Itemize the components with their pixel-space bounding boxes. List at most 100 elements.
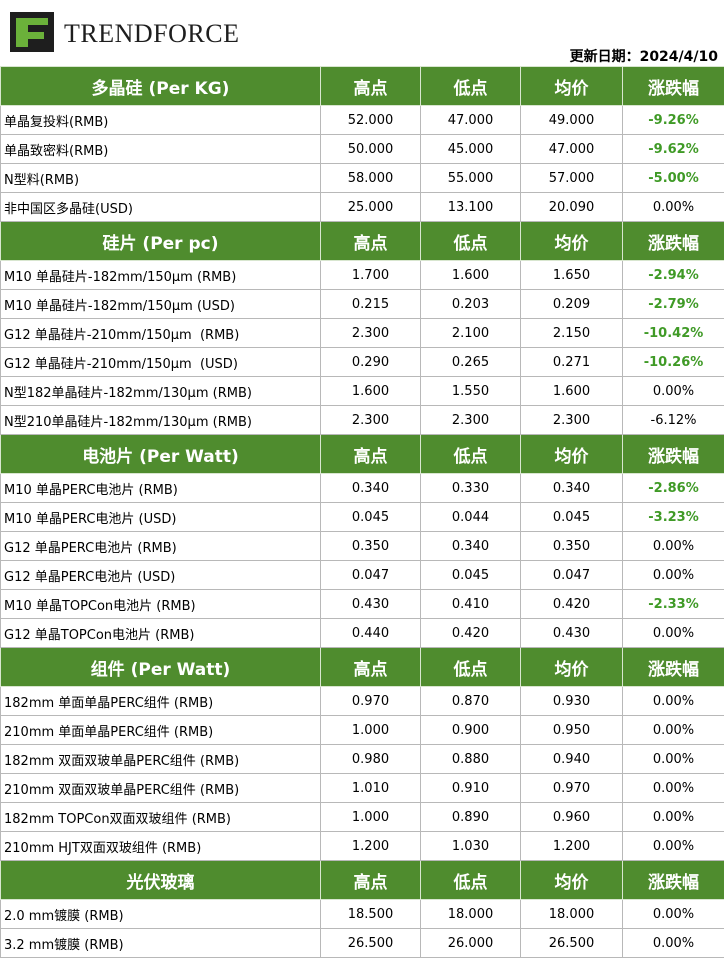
price-cell: 26.000 [420, 928, 521, 958]
item-name: M10 单晶PERC电池片 (RMB) [0, 473, 321, 503]
price-cell: 0.940 [520, 744, 623, 774]
section-header-row: 组件 (Per Watt) 高点 低点 均价 涨跌幅 [0, 647, 724, 687]
price-cell: -2.86% [622, 473, 724, 503]
item-name: 3.2 mm镀膜 (RMB) [0, 928, 321, 958]
price-cell: 0.00% [622, 686, 724, 716]
price-cell: 13.100 [420, 192, 521, 222]
price-cell: 1.010 [320, 773, 421, 803]
price-cell: 2.300 [420, 405, 521, 435]
data-row: M10 单晶硅片-182mm/150μm (RMB) 1.700 1.600 1.65… [0, 260, 724, 290]
item-name: M10 单晶PERC电池片 (USD) [0, 502, 321, 532]
item-name: 210mm 单面单晶PERC组件 (RMB) [0, 715, 321, 745]
data-row: G12 单晶TOPCon电池片 (RMB) 0.440 0.420 0.430 0.00… [0, 618, 724, 648]
price-cell: 0.350 [520, 531, 623, 561]
price-cell: 0.420 [520, 589, 623, 619]
price-cell: 0.330 [420, 473, 521, 503]
price-cell: 1.550 [420, 376, 521, 406]
price-cell: 1.650 [520, 260, 623, 290]
price-cell: 0.910 [420, 773, 521, 803]
price-cell: 2.300 [320, 318, 421, 348]
price-cell: 18.500 [320, 899, 421, 929]
price-cell: -2.79% [622, 289, 724, 319]
price-cell: 25.000 [320, 192, 421, 222]
data-row: G12 单晶硅片-210mm/150μm (RMB) 2.300 2.100 2.15… [0, 318, 724, 348]
item-name: G12 单晶TOPCon电池片 (RMB) [0, 618, 321, 648]
price-cell: 2.300 [520, 405, 623, 435]
price-cell: 0.930 [520, 686, 623, 716]
price-cell: 0.265 [420, 347, 521, 377]
data-row: 182mm TOPCon双面双玻组件 (RMB) 1.000 0.890 0.960 0… [0, 802, 724, 832]
header-cell: 多晶硅 (Per KG) [0, 66, 321, 106]
header-cell: 低点 [420, 434, 521, 474]
item-name: M10 单晶TOPCon电池片 (RMB) [0, 589, 321, 619]
item-name: G12 单晶硅片-210mm/150μm (RMB) [0, 318, 321, 348]
price-cell: 0.430 [320, 589, 421, 619]
price-cell: 55.000 [420, 163, 521, 193]
price-cell: 0.00% [622, 192, 724, 222]
header-cell: 高点 [320, 66, 421, 106]
price-cell: 0.045 [320, 502, 421, 532]
section-header-row: 多晶硅 (Per KG) 高点 低点 均价 涨跌幅 [0, 66, 724, 106]
header-cell: 低点 [420, 66, 521, 106]
price-cell: 0.044 [420, 502, 521, 532]
header-cell: 涨跌幅 [622, 221, 724, 261]
price-cell: 0.890 [420, 802, 521, 832]
item-name: 210mm 双面双玻单晶PERC组件 (RMB) [0, 773, 321, 803]
price-cell: 0.410 [420, 589, 521, 619]
item-name: 2.0 mm镀膜 (RMB) [0, 899, 321, 929]
item-name: N型料(RMB) [0, 163, 321, 193]
price-cell: 47.000 [420, 105, 521, 135]
price-cell: 26.500 [320, 928, 421, 958]
price-cell: 0.00% [622, 618, 724, 648]
header-cell: 高点 [320, 434, 421, 474]
price-cell: 0.215 [320, 289, 421, 319]
header-cell: 低点 [420, 221, 521, 261]
price-cell: 0.440 [320, 618, 421, 648]
price-cell: 1.030 [420, 831, 521, 861]
item-name: 210mm HJT双面双玻组件 (RMB) [0, 831, 321, 861]
price-cell: 0.900 [420, 715, 521, 745]
price-cell: 0.340 [320, 473, 421, 503]
price-cell: -10.42% [622, 318, 724, 348]
price-cell: 18.000 [420, 899, 521, 929]
price-cell: 0.045 [520, 502, 623, 532]
price-cell: 1.600 [320, 376, 421, 406]
data-row: 210mm 双面双玻单晶PERC组件 (RMB) 1.010 0.910 0.970 0… [0, 773, 724, 803]
header-cell: 低点 [420, 860, 521, 900]
item-name: M10 单晶硅片-182mm/150μm (RMB) [0, 260, 321, 290]
price-cell: 1.600 [520, 376, 623, 406]
price-cell: 52.000 [320, 105, 421, 135]
price-cell: 0.271 [520, 347, 623, 377]
price-cell: 57.000 [520, 163, 623, 193]
item-name: 单晶致密料(RMB) [0, 134, 321, 164]
price-cell: 0.340 [420, 531, 521, 561]
price-cell: 1.000 [320, 715, 421, 745]
section-header-row: 电池片 (Per Watt) 高点 低点 均价 涨跌幅 [0, 434, 724, 474]
price-table: 多晶硅 (Per KG) 高点 低点 均价 涨跌幅 单晶复投料(RMB) 52.000 47.… [0, 66, 724, 958]
header-cell: 均价 [520, 860, 623, 900]
data-row: 210mm 单面单晶PERC组件 (RMB) 1.000 0.900 0.950 0.0… [0, 715, 724, 745]
price-cell: 0.00% [622, 773, 724, 803]
price-cell: -5.00% [622, 163, 724, 193]
price-cell: 20.090 [520, 192, 623, 222]
price-cell: 0.960 [520, 802, 623, 832]
data-row: 210mm HJT双面双玻组件 (RMB) 1.200 1.030 1.200 0.00… [0, 831, 724, 861]
data-row: N型210单晶硅片-182mm/130μm (RMB) 2.300 2.300 2.3… [0, 405, 724, 435]
header-cell: 均价 [520, 221, 623, 261]
data-row: 非中国区多晶硅(USD) 25.000 13.100 20.090 0.00% [0, 192, 724, 222]
price-cell: 1.600 [420, 260, 521, 290]
data-row: 单晶致密料(RMB) 50.000 45.000 47.000 -9.62% [0, 134, 724, 164]
data-row: 182mm 单面单晶PERC组件 (RMB) 0.970 0.870 0.930 0.0… [0, 686, 724, 716]
price-cell: 0.430 [520, 618, 623, 648]
data-row: G12 单晶PERC电池片 (USD) 0.047 0.045 0.047 0.00% [0, 560, 724, 590]
item-name: 182mm 双面双玻单晶PERC组件 (RMB) [0, 744, 321, 774]
price-cell: 0.880 [420, 744, 521, 774]
data-row: M10 单晶PERC电池片 (RMB) 0.340 0.330 0.340 -2.86% [0, 473, 724, 503]
header-cell: 涨跌幅 [622, 860, 724, 900]
price-cell: -2.94% [622, 260, 724, 290]
price-cell: 1.700 [320, 260, 421, 290]
price-cell: -10.26% [622, 347, 724, 377]
price-cell: 0.970 [520, 773, 623, 803]
price-cell: -9.26% [622, 105, 724, 135]
